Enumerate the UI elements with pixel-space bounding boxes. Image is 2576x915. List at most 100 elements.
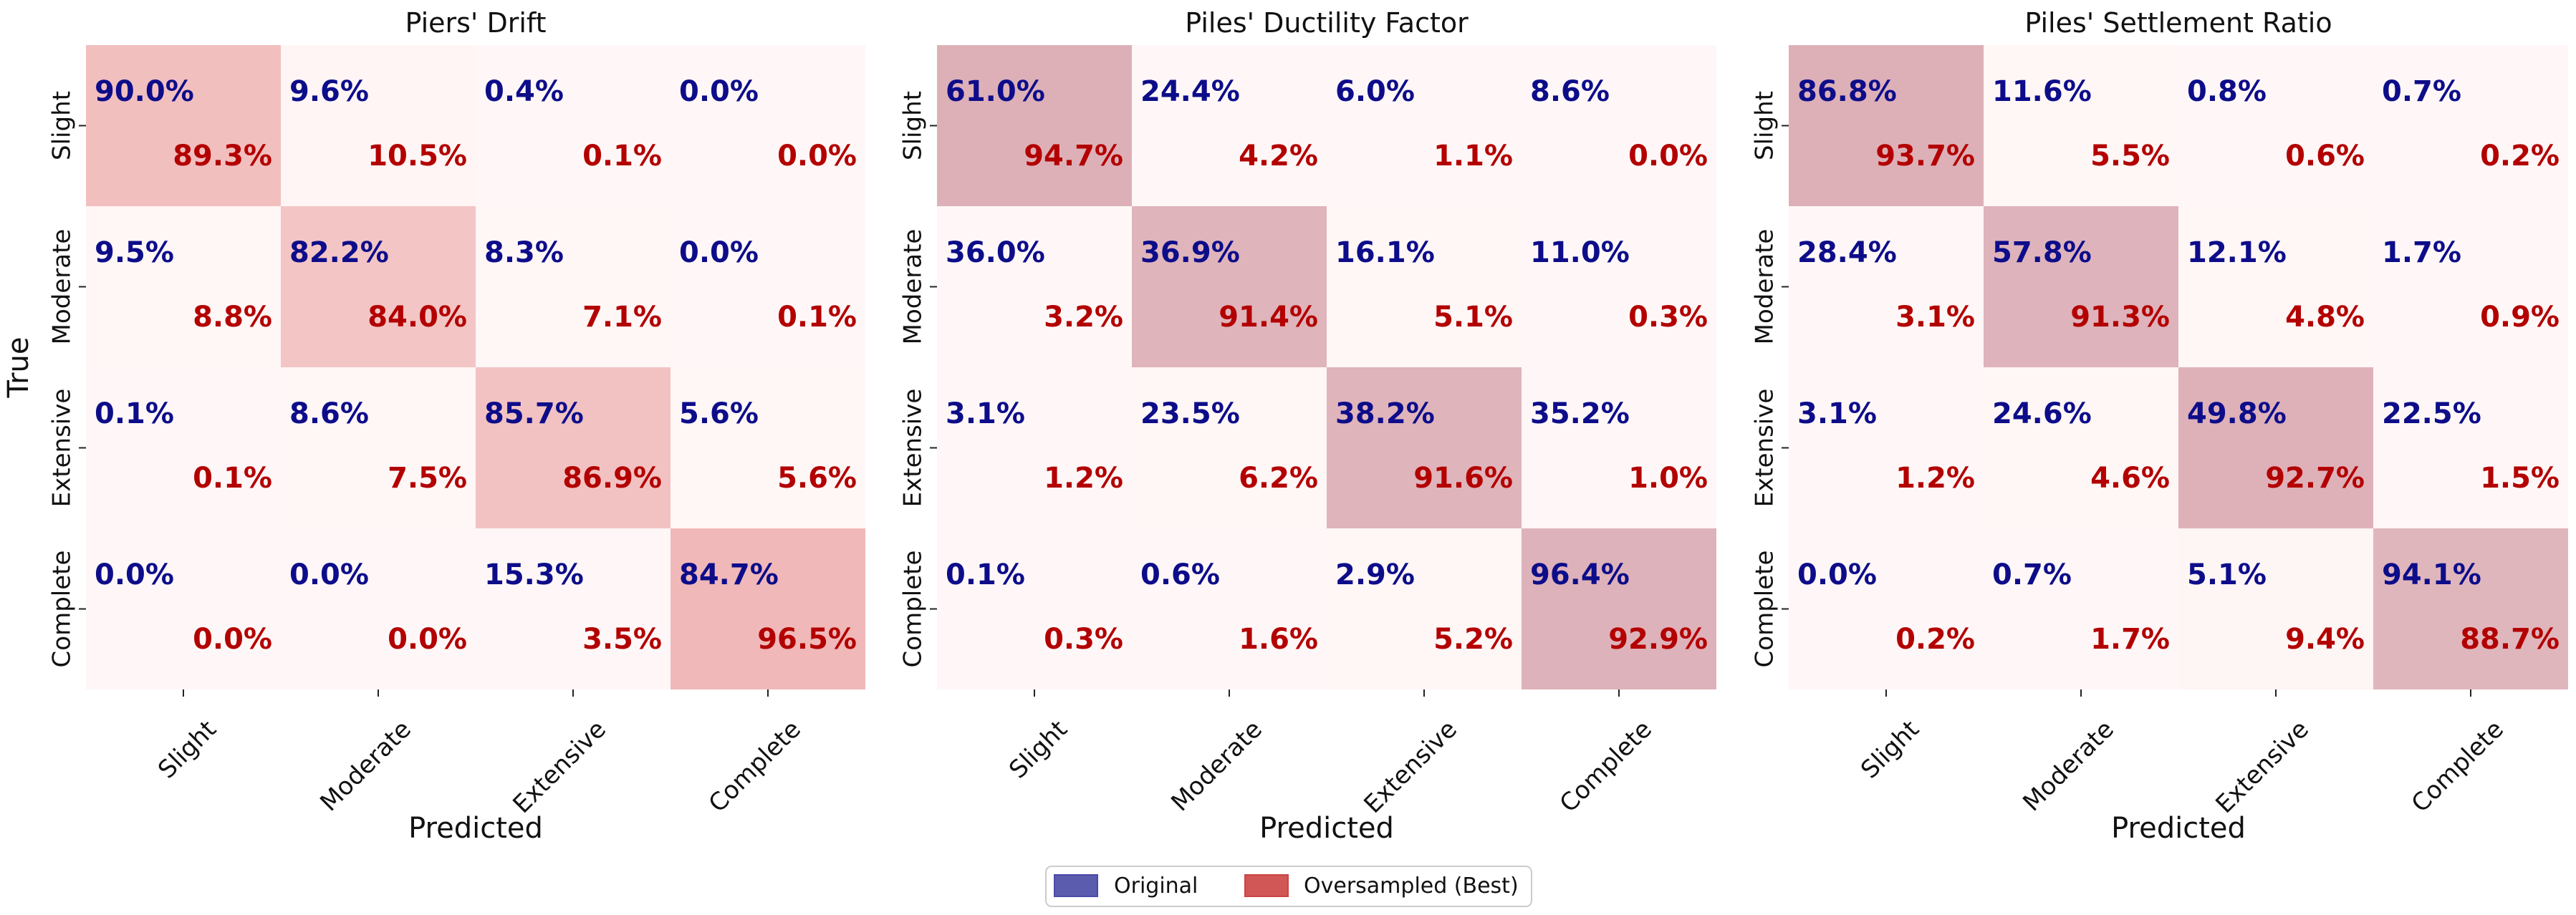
cell-value-oversampled: 92.7%	[2265, 462, 2365, 495]
cell-value-oversampled: 7.1%	[582, 301, 662, 334]
heatmap-cell	[2178, 206, 2373, 367]
cell-value-original: 0.0%	[1797, 558, 1877, 591]
y-tick-label: Slight	[899, 91, 928, 160]
cell-value-original: 8.6%	[1530, 75, 1610, 108]
y-tick-label: Moderate	[48, 229, 77, 345]
cell-value-original: 0.4%	[484, 75, 564, 108]
heatmap-cell	[86, 528, 281, 689]
panel-title: Piles' Ductility Factor	[1185, 7, 1469, 39]
cell-value-original: 11.0%	[1530, 236, 1630, 269]
cell-value-original: 22.5%	[2382, 397, 2481, 430]
heatmap-cell	[281, 528, 476, 689]
x-axis-label: Predicted	[2111, 812, 2246, 845]
y-tick-label: Extensive	[899, 389, 928, 508]
cell-value-oversampled: 1.5%	[2480, 462, 2560, 495]
heatmap-cell	[476, 528, 671, 689]
cell-value-original: 90.0%	[95, 75, 194, 108]
cell-value-oversampled: 0.0%	[777, 140, 857, 173]
cell-value-oversampled: 5.5%	[2090, 140, 2170, 173]
heatmap-cell	[2373, 45, 2568, 206]
cell-value-oversampled: 4.8%	[2285, 301, 2365, 334]
panel-title: Piers' Drift	[405, 7, 546, 39]
heatmap-cell	[86, 367, 281, 528]
heatmap-cell	[1522, 528, 1716, 689]
heatmap-cell	[1789, 528, 1984, 689]
cell-value-oversampled: 1.6%	[1239, 623, 1318, 656]
cell-value-original: 82.2%	[289, 236, 389, 269]
cell-value-original: 5.1%	[2187, 558, 2267, 591]
cell-value-oversampled: 0.6%	[2285, 140, 2365, 173]
heatmap-cell	[1984, 528, 2178, 689]
x-tick-label: Complete	[703, 715, 807, 818]
x-tick-label: Extensive	[508, 715, 612, 819]
y-tick-label: Moderate	[899, 229, 928, 345]
cell-value-oversampled: 86.9%	[562, 462, 662, 495]
heatmap-cell	[937, 367, 1132, 528]
heatmap-cell	[281, 367, 476, 528]
y-tick-label: Extensive	[1751, 389, 1779, 508]
heatmap-cell	[1789, 45, 1984, 206]
cell-value-original: 0.0%	[679, 236, 759, 269]
cell-value-original: 84.7%	[679, 558, 779, 591]
cell-value-oversampled: 91.4%	[1219, 301, 1318, 334]
cell-value-oversampled: 5.1%	[1433, 301, 1513, 334]
cell-value-oversampled: 9.4%	[2285, 623, 2365, 656]
cell-value-original: 57.8%	[1992, 236, 2092, 269]
cell-value-original: 3.1%	[946, 397, 1025, 430]
cell-value-original: 0.0%	[289, 558, 369, 591]
cell-value-original: 8.6%	[289, 397, 369, 430]
cell-value-oversampled: 0.0%	[1628, 140, 1708, 173]
heatmap-cell	[1327, 206, 1522, 367]
cell-value-oversampled: 0.9%	[2480, 301, 2560, 334]
cell-value-original: 0.7%	[2382, 75, 2461, 108]
heatmap-cell	[1522, 367, 1716, 528]
x-tick-label: Moderate	[314, 715, 417, 818]
cell-value-oversampled: 92.9%	[1608, 623, 1708, 656]
cell-value-oversampled: 4.6%	[2090, 462, 2170, 495]
x-tick-label: Slight	[153, 715, 222, 785]
heatmap-cell	[1132, 206, 1327, 367]
x-tick-label: Complete	[2406, 715, 2509, 818]
cell-value-oversampled: 0.2%	[2480, 140, 2560, 173]
x-tick-label: Slight	[1004, 715, 1073, 785]
cell-value-oversampled: 10.5%	[367, 140, 467, 173]
cell-value-original: 35.2%	[1530, 397, 1630, 430]
cell-value-original: 8.3%	[484, 236, 564, 269]
cell-value-oversampled: 0.0%	[388, 623, 467, 656]
cell-value-oversampled: 91.6%	[1413, 462, 1513, 495]
cell-value-oversampled: 3.1%	[1895, 301, 1975, 334]
cell-value-oversampled: 5.2%	[1433, 623, 1513, 656]
heatmap-cell	[1789, 206, 1984, 367]
heatmap-cell	[2178, 367, 2373, 528]
heatmap-cell	[86, 45, 281, 206]
legend-label: Original	[1114, 873, 1198, 899]
heatmap-cell	[1984, 206, 2178, 367]
heatmap-cell	[1327, 367, 1522, 528]
y-tick-label: Slight	[48, 91, 77, 160]
legend-label: Oversampled (Best)	[1304, 873, 1519, 899]
cell-value-oversampled: 1.2%	[1895, 462, 1975, 495]
heatmap-cell	[937, 206, 1132, 367]
cell-value-original: 2.9%	[1335, 558, 1415, 591]
cell-value-original: 11.6%	[1992, 75, 2092, 108]
x-axis-label: Predicted	[408, 812, 543, 845]
x-axis-label: Predicted	[1259, 812, 1394, 845]
y-tick-label: Slight	[1751, 91, 1779, 160]
heatmap-cell	[671, 206, 865, 367]
cell-value-original: 0.6%	[1140, 558, 1220, 591]
heatmap-cell	[281, 45, 476, 206]
y-tick-label: Extensive	[48, 389, 77, 508]
cell-value-oversampled: 1.1%	[1433, 140, 1513, 173]
cell-value-original: 0.1%	[95, 397, 174, 430]
cell-value-oversampled: 1.2%	[1044, 462, 1123, 495]
heatmap-cell	[1789, 367, 1984, 528]
y-tick-label: Moderate	[1751, 229, 1779, 345]
cell-value-original: 23.5%	[1140, 397, 1240, 430]
heatmap-cell	[476, 367, 671, 528]
cell-value-oversampled: 88.7%	[2460, 623, 2560, 656]
cell-value-oversampled: 4.2%	[1239, 140, 1318, 173]
cell-value-original: 86.8%	[1797, 75, 1897, 108]
cell-value-oversampled: 0.1%	[193, 462, 272, 495]
y-tick-label: Complete	[899, 551, 928, 668]
cell-value-oversampled: 84.0%	[367, 301, 467, 334]
